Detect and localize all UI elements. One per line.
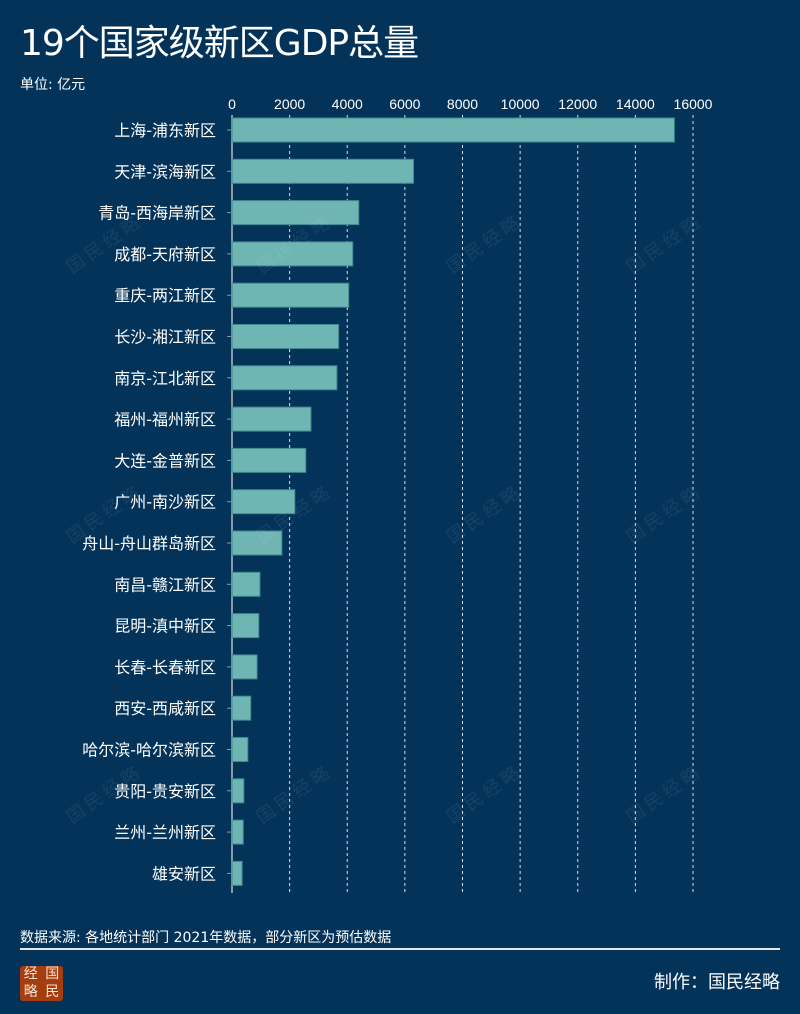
category-label: 昆明-滇中新区 — [114, 617, 216, 636]
source-note: 数据来源: 各地统计部门 2021年数据，部分新区为预估数据 — [20, 930, 392, 946]
category-label: 长沙-湘江新区 — [114, 328, 216, 347]
bar — [231, 324, 340, 349]
divider — [20, 948, 780, 950]
chart-title: 19个国家级新区GDP总量 — [20, 23, 419, 64]
category-label: 青岛-西海岸新区 — [98, 204, 216, 223]
x-tick-label: 6000 — [389, 96, 420, 112]
x-tick-label: 12000 — [558, 96, 597, 112]
bar — [231, 860, 243, 886]
x-tick-label: 16000 — [674, 96, 713, 112]
bar — [231, 365, 338, 391]
x-tick-label: 4000 — [332, 96, 363, 112]
bar — [231, 530, 283, 556]
category-label: 广州-南沙新区 — [114, 493, 216, 512]
category-label: 大连-金普新区 — [114, 451, 216, 470]
bar — [231, 282, 350, 308]
bar — [231, 241, 354, 267]
bar — [231, 654, 258, 680]
x-tick-label: 10000 — [501, 96, 540, 112]
category-label: 南昌-赣江新区 — [114, 575, 216, 594]
category-label: 长春-长春新区 — [114, 658, 216, 677]
category-label: 兰州-兰州新区 — [114, 823, 216, 842]
bar-chart: 0 2000 4000 6000 8000 10000 12000 14000 16000 上海-… — [82, 96, 713, 893]
bar — [231, 447, 307, 473]
logo-char: 略 — [23, 983, 38, 1000]
category-label: 雄安新区 — [152, 864, 216, 883]
bar — [231, 158, 415, 184]
x-tick-label: 8000 — [447, 96, 478, 112]
bar — [231, 117, 675, 143]
logo-char: 国 — [45, 966, 60, 982]
category-label: 天津-滨海新区 — [114, 162, 216, 181]
maker-credit: 制作：国民经略 — [654, 972, 780, 993]
brand-logo: 经 国 略 民 — [20, 966, 63, 1001]
logo-char: 民 — [45, 983, 60, 1000]
category-label: 上海-浦东新区 — [114, 121, 216, 140]
bar — [231, 200, 360, 226]
category-label: 成都-天府新区 — [114, 245, 216, 264]
category-label: 西安-西咸新区 — [114, 699, 216, 718]
category-label: 贵阳-贵安新区 — [114, 782, 216, 801]
bar — [231, 613, 260, 639]
bar — [231, 695, 252, 721]
bar — [231, 737, 249, 762]
bar — [231, 571, 261, 597]
category-label: 舟山-舟山群岛新区 — [82, 534, 216, 553]
category-label: 南京-江北新区 — [114, 369, 216, 388]
bar — [231, 406, 312, 432]
category-label: 福州-福州新区 — [114, 410, 216, 429]
category-label: 重庆-两江新区 — [114, 286, 216, 305]
category-label: 哈尔滨-哈尔滨新区 — [82, 741, 216, 760]
bar — [231, 778, 245, 804]
x-tick-label: 0 — [228, 96, 236, 112]
x-tick-label: 14000 — [616, 96, 655, 112]
x-tick-label: 2000 — [274, 96, 305, 112]
bar — [231, 489, 296, 515]
unit-label: 单位: 亿元 — [20, 77, 86, 93]
logo-char: 经 — [23, 966, 38, 982]
bar — [231, 819, 244, 845]
